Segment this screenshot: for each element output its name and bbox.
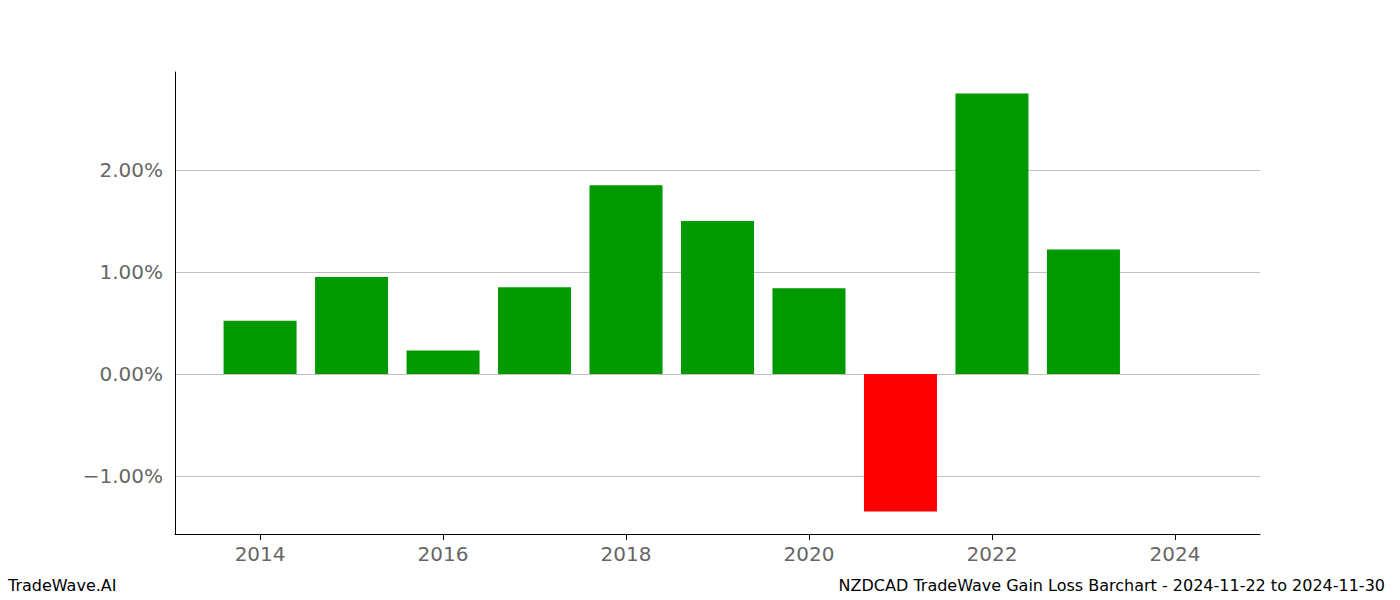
svg-text:2024: 2024 [1149, 542, 1200, 566]
svg-text:NZDCAD TradeWave Gain Loss Bar: NZDCAD TradeWave Gain Loss Barchart - 20… [839, 576, 1385, 595]
svg-text:2020: 2020 [784, 542, 835, 566]
svg-text:TradeWave.AI: TradeWave.AI [7, 576, 116, 595]
svg-text:2022: 2022 [966, 542, 1017, 566]
svg-text:0.00%: 0.00% [99, 362, 163, 386]
svg-text:−1.00%: −1.00% [83, 464, 163, 488]
svg-text:2014: 2014 [235, 542, 286, 566]
svg-text:2.00%: 2.00% [99, 158, 163, 182]
svg-text:1.00%: 1.00% [99, 260, 163, 284]
svg-text:2018: 2018 [601, 542, 652, 566]
svg-text:2016: 2016 [418, 542, 469, 566]
